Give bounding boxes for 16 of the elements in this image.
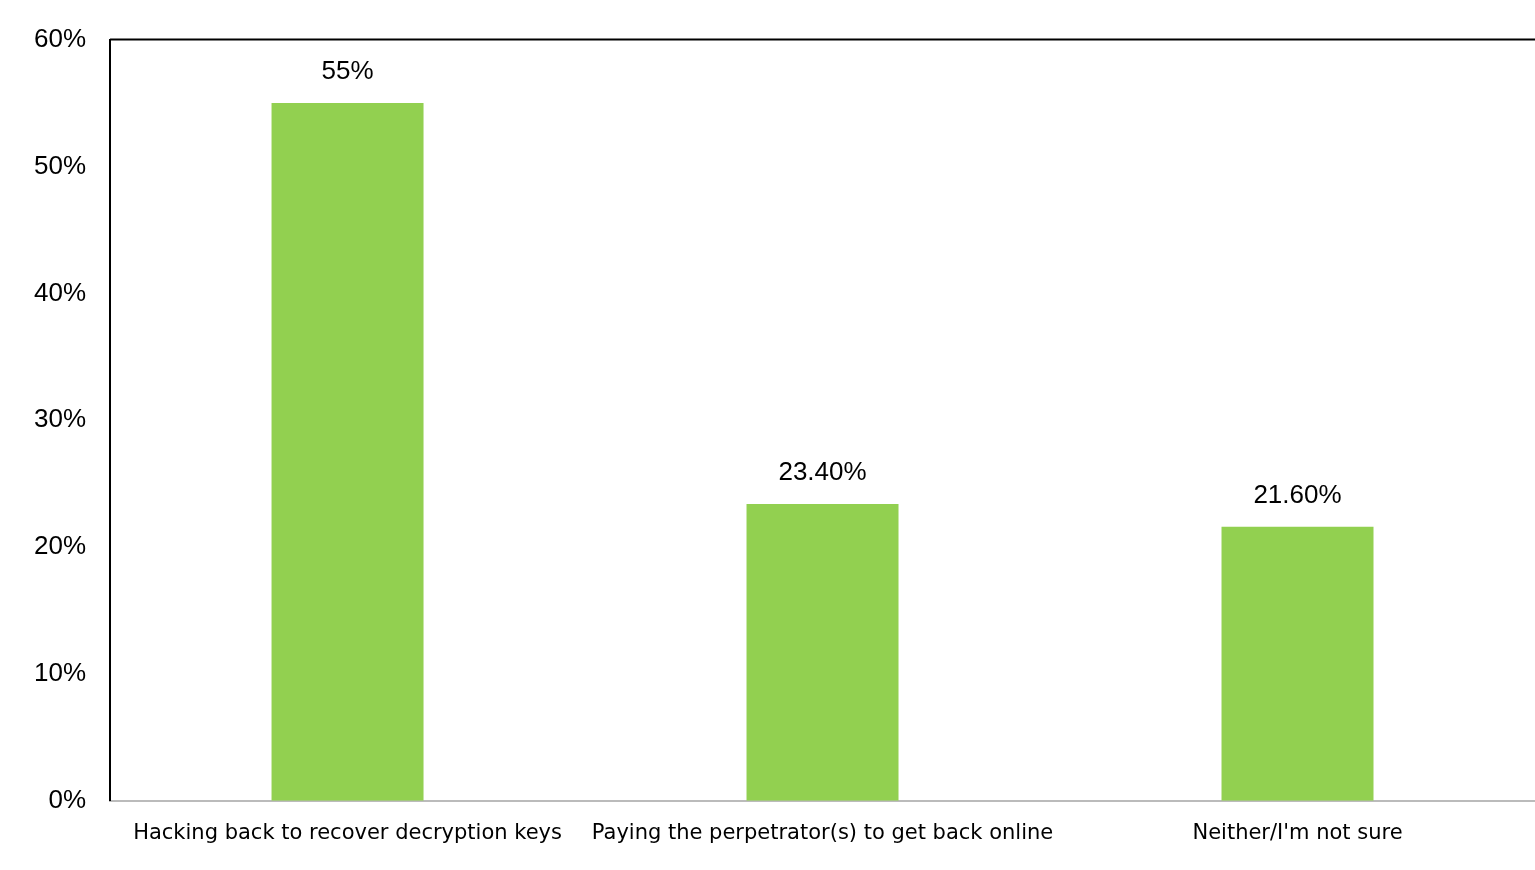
y-tick-label: 0% bbox=[48, 783, 87, 814]
y-tick-label: 60% bbox=[33, 22, 87, 53]
y-tick-label: 30% bbox=[33, 403, 87, 434]
data-label: 23.40% bbox=[778, 456, 867, 487]
y-tick-label: 50% bbox=[33, 149, 87, 180]
x-tick-label: Hacking back to recover decryption keys bbox=[133, 819, 562, 844]
bar bbox=[271, 103, 424, 801]
bar bbox=[1221, 526, 1374, 801]
data-label: 21.60% bbox=[1253, 478, 1342, 509]
data-label: 55% bbox=[321, 55, 374, 86]
x-tick-label: Paying the perpetrator(s) to get back online bbox=[591, 819, 1054, 844]
y-tick-label: 10% bbox=[33, 657, 87, 688]
x-tick-label: Neither/I'm not sure bbox=[1192, 819, 1403, 844]
bar bbox=[746, 503, 899, 801]
y-tick-label: 20% bbox=[33, 530, 87, 561]
y-tick-label: 40% bbox=[33, 276, 87, 307]
